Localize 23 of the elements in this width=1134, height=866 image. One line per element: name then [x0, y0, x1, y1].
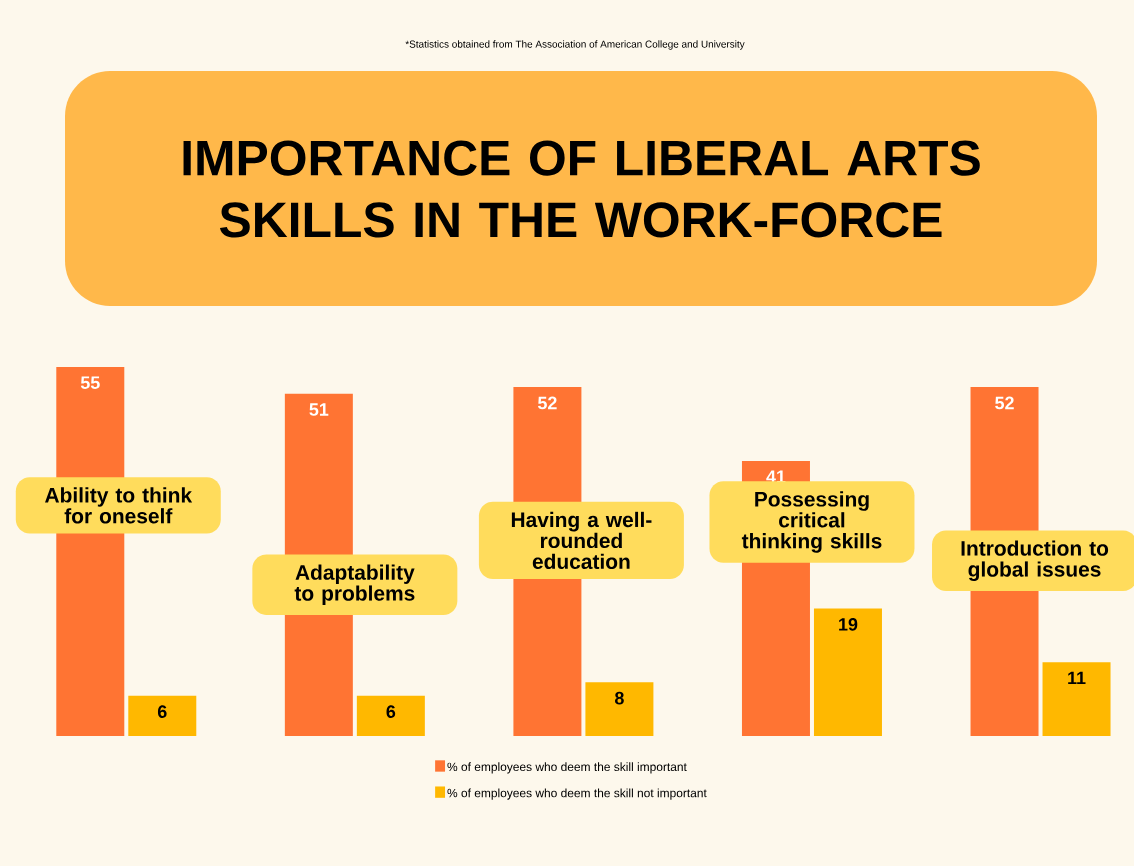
data-label: 52 — [995, 396, 1014, 410]
x-tick-label: Introduction to global issues — [961, 540, 1109, 581]
data-label: 6 — [386, 705, 396, 718]
x-tick-label: Having a well-rounded education — [511, 511, 652, 570]
bar — [128, 695, 197, 736]
x-tick-label: Possessing critical thinking skills — [741, 491, 882, 553]
bar — [813, 608, 882, 736]
data-label: 51 — [309, 403, 329, 416]
chart-title: IMPORTANCE OF LIBERAL ARTS SKILLS IN THE WORK-FORCE — [183, 140, 980, 238]
data-label: 55 — [80, 376, 100, 390]
legend-label: % of employees who deem the skill not important — [447, 788, 707, 800]
data-label: 11 — [1068, 671, 1086, 685]
data-label: 6 — [157, 705, 167, 718]
x-tick-label: Ability to think for oneself — [45, 487, 193, 524]
data-label: 52 — [537, 396, 557, 410]
data-label: 19 — [839, 618, 858, 631]
bar — [1042, 662, 1111, 736]
text: *Statistics obtained from The Association of American College and University — [405, 40, 745, 50]
bar — [585, 682, 654, 736]
bar — [356, 695, 425, 736]
x-tick-label: Adaptability to problems — [294, 564, 415, 605]
data-label: 8 — [614, 691, 624, 705]
legend-label: % of employees who deem the skill important — [447, 762, 687, 774]
